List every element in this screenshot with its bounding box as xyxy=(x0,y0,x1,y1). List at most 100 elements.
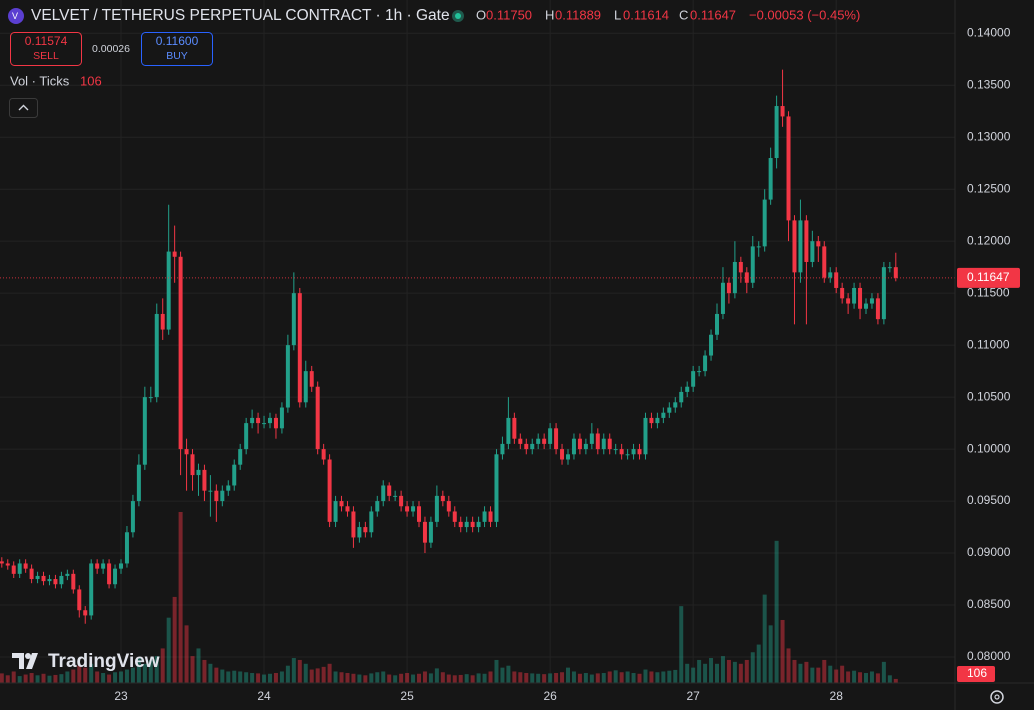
volume-bar xyxy=(834,669,839,683)
candle-body xyxy=(613,449,618,451)
candle-body xyxy=(381,485,386,502)
volume-bar xyxy=(828,665,833,683)
sell-button[interactable] xyxy=(10,32,82,66)
candle-body xyxy=(661,412,666,418)
x-tick-label: 26 xyxy=(543,689,557,703)
volume-bar xyxy=(59,674,64,683)
candle-body xyxy=(542,438,547,444)
candle-body xyxy=(65,573,70,576)
volume-bar xyxy=(750,652,755,683)
candle-body xyxy=(303,371,308,403)
candle-body xyxy=(345,506,350,512)
candle-body xyxy=(512,417,517,439)
y-tick-label: 0.13000 xyxy=(967,129,1011,143)
volume-bar xyxy=(566,667,570,683)
candle-body xyxy=(333,501,338,522)
candle-body xyxy=(411,506,416,512)
volume-bar xyxy=(196,648,201,683)
price-change: −0.00053 (−0.45%) xyxy=(749,7,860,22)
candle-body xyxy=(35,575,40,580)
volume-bar xyxy=(583,673,588,683)
candle-body xyxy=(268,417,272,424)
candle-body xyxy=(828,272,833,278)
candle-body xyxy=(220,490,225,502)
candle-body xyxy=(768,158,773,200)
volume-bar xyxy=(756,644,761,683)
y-tick-label: 0.11000 xyxy=(967,337,1010,351)
volume-bar xyxy=(631,673,636,683)
volume-bar xyxy=(476,673,481,683)
candle-body xyxy=(571,438,576,455)
candle-body xyxy=(554,428,559,450)
settings-icon-center xyxy=(994,694,1000,700)
candle-body xyxy=(548,428,553,444)
volume-bar xyxy=(268,673,272,683)
market-status-dot xyxy=(455,13,461,19)
collapse-button[interactable] xyxy=(9,98,38,118)
grid xyxy=(0,0,955,683)
y-tick-label: 0.10500 xyxy=(967,389,1011,403)
volume-bar xyxy=(321,666,326,683)
volume-bar xyxy=(208,663,213,683)
volume-bar xyxy=(530,673,535,683)
volume-bar xyxy=(512,671,517,683)
volume-bar xyxy=(172,596,177,683)
volume-bar xyxy=(452,675,457,683)
y-tick-label: 0.08500 xyxy=(967,597,1011,611)
candle-body xyxy=(583,443,588,450)
candle-body xyxy=(417,506,421,522)
volume-bar xyxy=(184,625,189,683)
ohlc-label: O xyxy=(476,7,486,22)
candle-body xyxy=(625,454,630,456)
candle-body xyxy=(291,293,296,346)
candle-body xyxy=(29,568,34,580)
candle-body xyxy=(786,116,791,221)
volume-bar xyxy=(673,669,678,683)
volume-bar xyxy=(595,673,600,683)
candle-body xyxy=(71,573,76,590)
volume-bar xyxy=(619,672,624,683)
volume-bar xyxy=(47,675,52,683)
candles xyxy=(0,69,955,624)
candle-body xyxy=(822,246,827,278)
volume-bar xyxy=(29,673,34,683)
y-tick-label: 0.14000 xyxy=(967,25,1011,39)
volume-bar xyxy=(732,661,737,683)
x-tick-label: 28 xyxy=(830,689,844,703)
buy-price: 0.11600 xyxy=(156,34,199,48)
volume-bar xyxy=(154,656,159,683)
settings-icon[interactable] xyxy=(990,690,1004,704)
y-tick-label: 0.13500 xyxy=(967,77,1011,91)
volume-bar xyxy=(643,669,648,683)
volume-bar xyxy=(95,671,100,683)
volume-bar xyxy=(226,671,231,683)
volume-bar xyxy=(744,659,749,683)
volume-bar xyxy=(178,512,183,683)
buy-button[interactable] xyxy=(141,32,213,66)
candle-body xyxy=(369,511,374,533)
volume-bar xyxy=(65,671,70,683)
candle-body xyxy=(601,438,606,450)
volume-bar xyxy=(148,659,153,683)
volume-bar xyxy=(23,674,28,683)
candle-body xyxy=(11,565,16,574)
candle-body xyxy=(720,282,725,314)
sell-label: SELL xyxy=(33,50,59,62)
volume-bar xyxy=(536,673,541,683)
brand-logo-dot xyxy=(25,653,31,659)
candle-body xyxy=(0,561,4,564)
candle-body xyxy=(101,563,106,569)
candle-body xyxy=(172,251,177,257)
candle-body xyxy=(846,298,851,304)
candle-body xyxy=(178,256,183,450)
last-price-label: 0.11647 xyxy=(967,270,1010,284)
candle-body xyxy=(393,495,398,497)
candle-body xyxy=(387,485,392,496)
candle-body xyxy=(422,521,427,543)
candle-body xyxy=(679,391,684,403)
candle-body xyxy=(881,267,886,320)
volume-bar xyxy=(303,663,308,683)
candle-body xyxy=(500,443,505,455)
volume-bar xyxy=(101,673,106,683)
volume-bar xyxy=(607,671,612,683)
